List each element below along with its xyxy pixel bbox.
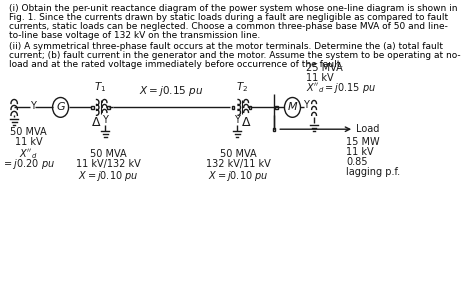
Text: (ii) A symmetrical three-phase fault occurs at the motor terminals. Determine th: (ii) A symmetrical three-phase fault occ… — [9, 42, 443, 51]
Text: 50 MVA: 50 MVA — [90, 149, 127, 159]
Text: $X = j0.15\ pu$: $X = j0.15\ pu$ — [139, 85, 203, 98]
Bar — [107, 106, 110, 109]
Bar — [91, 106, 94, 109]
Text: $T_1$: $T_1$ — [94, 80, 107, 94]
Text: to-line base voltage of 132 kV on the transmission line.: to-line base voltage of 132 kV on the tr… — [9, 31, 261, 40]
Text: currents, static loads can be neglected. Choose a common three-phase base MVA of: currents, static loads can be neglected.… — [9, 22, 448, 31]
Text: load and at the rated voltage immediately before occurrence of the fault.: load and at the rated voltage immediatel… — [9, 60, 344, 69]
Text: current; (b) fault current in the generator and the motor. Assume the system to : current; (b) fault current in the genera… — [9, 51, 461, 60]
Text: 11 kV/132 kV: 11 kV/132 kV — [76, 159, 141, 169]
Bar — [249, 106, 251, 109]
Bar — [273, 128, 275, 131]
Text: $Δ$: $Δ$ — [91, 116, 102, 129]
Text: Fig. 1. Since the currents drawn by static loads during a fault are negligible a: Fig. 1. Since the currents drawn by stat… — [9, 13, 448, 22]
Text: Y: Y — [234, 115, 240, 125]
Text: $T_2$: $T_2$ — [236, 80, 248, 94]
Bar — [232, 106, 235, 109]
Text: 25 MVA: 25 MVA — [306, 63, 343, 73]
Text: (i) Obtain the per-unit reactance diagram of the power system whose one-line dia: (i) Obtain the per-unit reactance diagra… — [9, 4, 458, 13]
Text: 11 kV: 11 kV — [306, 73, 334, 83]
Text: lagging p.f.: lagging p.f. — [346, 167, 400, 177]
Text: $= j0.20\ pu$: $= j0.20\ pu$ — [2, 157, 55, 171]
Text: 50 MVA: 50 MVA — [220, 149, 256, 159]
Text: $X''_d$: $X''_d$ — [19, 147, 38, 161]
Text: Y: Y — [102, 115, 108, 125]
Text: $Δ$: $Δ$ — [241, 116, 251, 129]
Text: 15 MW: 15 MW — [346, 137, 380, 147]
Text: G: G — [56, 102, 65, 112]
Bar — [275, 106, 278, 109]
Text: 11 kV: 11 kV — [346, 147, 374, 157]
Text: 132 kV/11 kV: 132 kV/11 kV — [206, 159, 271, 169]
Text: Y: Y — [30, 102, 36, 112]
Text: 11 kV: 11 kV — [15, 137, 42, 147]
Text: $X''_d= j0.15\ pu$: $X''_d= j0.15\ pu$ — [306, 81, 376, 95]
Text: $X = j0.10\ pu$: $X = j0.10\ pu$ — [208, 169, 268, 183]
Text: 0.85: 0.85 — [346, 157, 367, 167]
Text: Load: Load — [356, 124, 380, 134]
Text: Y: Y — [303, 100, 309, 110]
Text: M: M — [288, 102, 297, 112]
Text: 50 MVA: 50 MVA — [10, 127, 47, 137]
Text: $X = j0.10\ pu$: $X = j0.10\ pu$ — [78, 169, 139, 183]
